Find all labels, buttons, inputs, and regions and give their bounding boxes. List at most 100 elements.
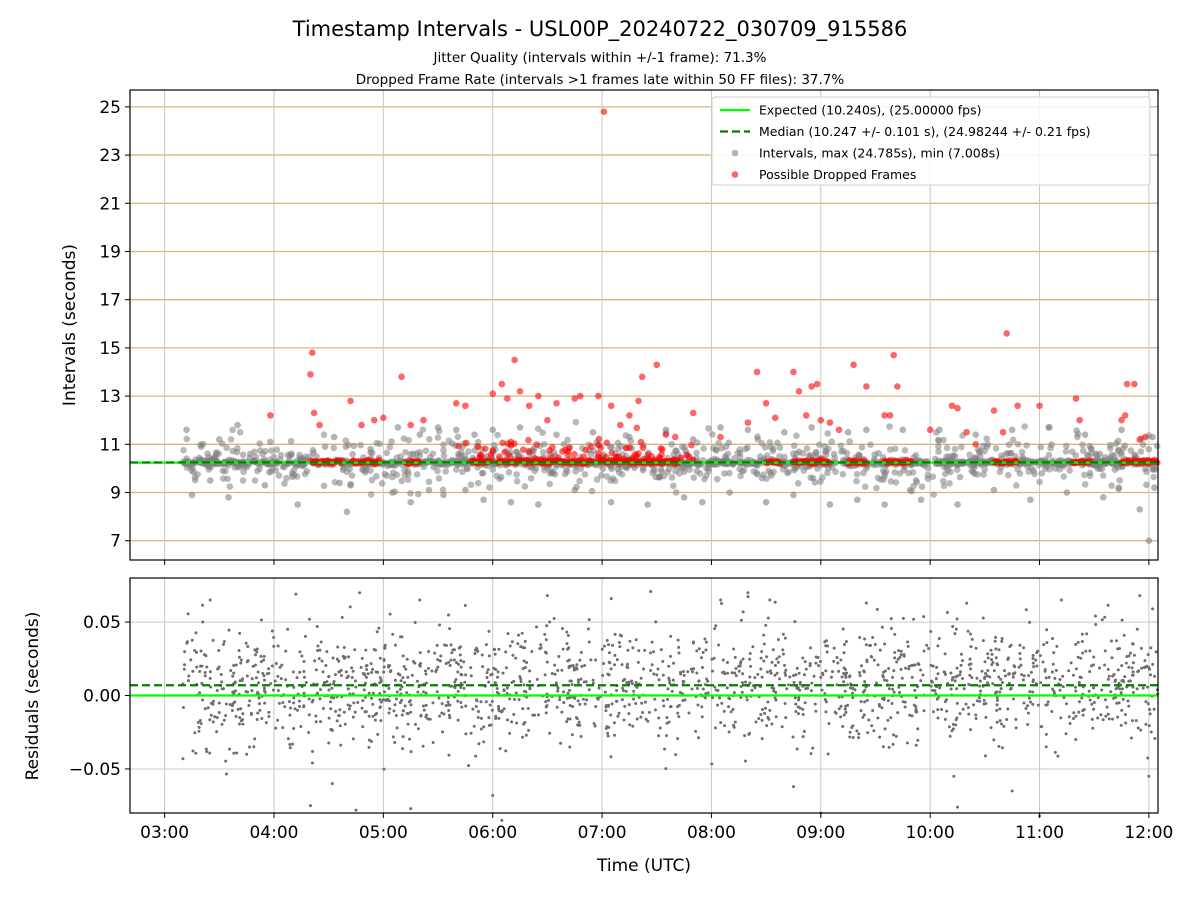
residual-point — [919, 668, 923, 672]
residual-point — [768, 708, 772, 712]
residual-point — [607, 673, 611, 677]
residual-point — [319, 720, 323, 724]
residual-point — [1052, 651, 1056, 655]
residual-point — [657, 734, 661, 738]
residual-point — [303, 634, 307, 638]
residual-point — [193, 648, 197, 652]
residual-point — [361, 699, 365, 703]
residual-point — [885, 679, 889, 683]
residual-point — [249, 712, 253, 716]
residual-point — [988, 675, 992, 679]
residual-point — [998, 707, 1002, 711]
residual-point — [968, 657, 972, 661]
residual-point — [209, 713, 213, 717]
interval-point — [839, 470, 847, 478]
residual-point — [332, 696, 336, 700]
dropped-frame-point — [548, 454, 555, 461]
interval-point — [644, 501, 651, 508]
residual-point — [298, 670, 302, 674]
residual-point — [403, 680, 407, 684]
residual-point — [232, 671, 236, 675]
interval-point — [389, 489, 396, 496]
residual-point — [348, 704, 352, 708]
residual-point — [288, 706, 292, 710]
residual-point — [488, 703, 492, 707]
interval-point — [858, 443, 866, 451]
residual-point — [1071, 716, 1075, 720]
residual-point — [891, 675, 895, 679]
residual-point — [1120, 664, 1124, 668]
residual-point — [215, 688, 219, 692]
residual-point — [424, 703, 428, 707]
residual-point — [649, 590, 653, 594]
residual-point — [502, 707, 506, 711]
residual-point — [887, 667, 891, 671]
residual-point — [337, 670, 341, 674]
interval-point — [1014, 440, 1022, 448]
residual-point — [592, 722, 596, 726]
dropped-frame-point — [802, 412, 810, 419]
residual-point — [371, 702, 375, 706]
residual-point — [1081, 709, 1085, 713]
residual-point — [347, 707, 351, 711]
interval-point — [206, 477, 214, 484]
residual-point — [981, 639, 985, 643]
residual-point — [1103, 649, 1107, 653]
interval-point — [401, 467, 409, 474]
interval-point — [656, 473, 663, 480]
residual-point — [435, 668, 439, 672]
residual-point — [636, 660, 640, 664]
residual-point — [616, 714, 620, 718]
residual-point — [586, 627, 590, 631]
residual-point — [868, 643, 872, 647]
residual-point — [1131, 690, 1135, 694]
interval-point — [665, 465, 673, 473]
interval-point — [521, 483, 529, 490]
residual-point — [562, 701, 566, 705]
interval-point — [614, 439, 622, 447]
residual-point — [485, 675, 489, 679]
interval-point — [236, 428, 244, 436]
interval-point — [415, 490, 422, 498]
dropped-frame-point — [307, 371, 314, 378]
dropped-frame-point — [310, 409, 318, 417]
residual-point — [189, 658, 193, 662]
interval-point — [912, 451, 920, 459]
residual-point — [1068, 721, 1072, 725]
residual-point — [1123, 675, 1127, 679]
residual-point — [762, 633, 766, 637]
interval-point — [944, 467, 952, 474]
residual-point — [401, 709, 405, 713]
residual-point — [405, 691, 409, 695]
interval-point — [239, 477, 247, 484]
residual-point — [927, 646, 931, 650]
residual-point — [262, 655, 266, 659]
residual-point — [760, 707, 764, 711]
interval-point — [742, 445, 749, 453]
residual-point — [523, 720, 527, 724]
residual-point — [871, 708, 875, 712]
interval-point — [1100, 494, 1107, 501]
residual-point — [1136, 726, 1140, 730]
residual-point — [267, 715, 271, 719]
residual-point — [462, 660, 466, 664]
interval-point — [516, 424, 524, 431]
interval-point — [439, 486, 447, 494]
residual-point — [356, 700, 360, 704]
residual-point — [253, 653, 257, 657]
residual-point — [567, 688, 571, 692]
residual-point — [522, 659, 526, 663]
residual-point — [302, 659, 306, 663]
residual-point — [427, 649, 431, 653]
residual-point — [335, 719, 339, 723]
interval-point — [886, 423, 893, 430]
residual-point — [626, 648, 630, 652]
residual-point — [631, 724, 635, 728]
residual-point — [1122, 633, 1126, 637]
residual-point — [1131, 661, 1135, 665]
interval-point — [388, 438, 395, 445]
residual-point — [653, 708, 657, 712]
residual-point — [851, 696, 855, 700]
residual-point — [615, 689, 619, 693]
residual-point — [795, 747, 799, 751]
